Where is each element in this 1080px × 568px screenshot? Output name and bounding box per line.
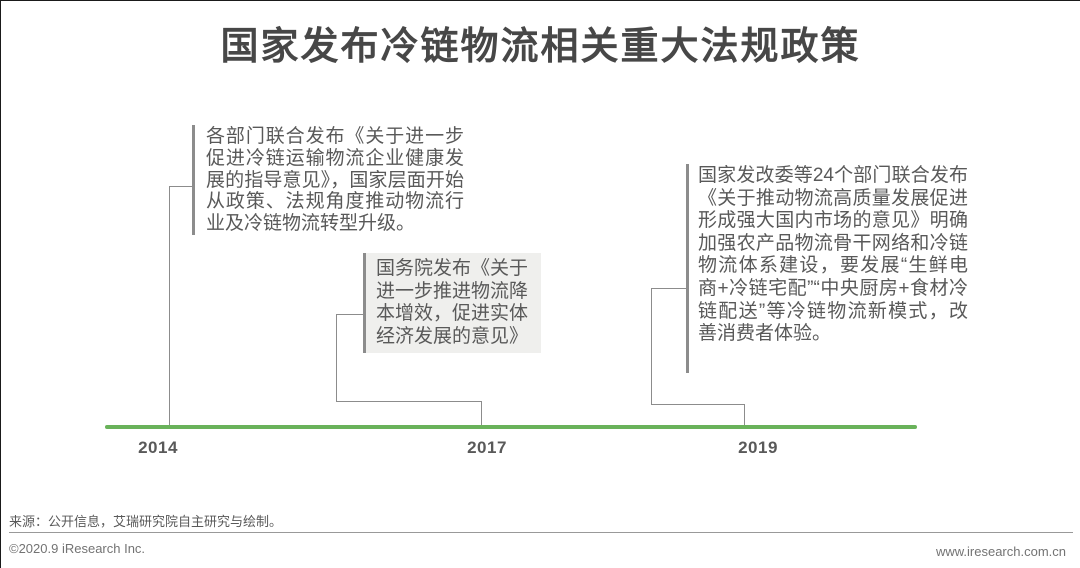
connector-2014-stub xyxy=(169,186,192,187)
source-note: 来源：公开信息，艾瑞研究院自主研究与绘制。 xyxy=(9,514,283,529)
event-2019-description: 国家发改委等24个部门联合发布《关于推动物流高质量发展促进形成强大国内市场的意见… xyxy=(698,165,968,345)
connector-2017-drop-1 xyxy=(336,314,337,402)
year-label-2017: 2017 xyxy=(467,438,507,457)
copyright-text: ©2020.9 iResearch Inc. xyxy=(9,541,146,556)
page-title: 国家发布冷链物流相关重大法规政策 xyxy=(220,26,861,68)
connector-2019-run xyxy=(651,404,745,405)
footer-divider xyxy=(9,532,1073,533)
event-2017-box: 国务院发布《关于进一步推进物流降本增效，促进实体经济发展的意见》 xyxy=(363,253,541,353)
website-link[interactable]: www.iresearch.com.cn xyxy=(935,544,1066,559)
connector-2019-drop-2 xyxy=(744,404,745,428)
connector-2014-line xyxy=(169,186,170,428)
connector-2017-drop-2 xyxy=(481,401,482,428)
connector-2017-stub xyxy=(336,314,363,315)
connector-2019-drop-1 xyxy=(651,288,652,405)
year-label-2014: 2014 xyxy=(138,438,178,457)
event-2014-accent-bar xyxy=(192,125,195,235)
connector-2017-run xyxy=(336,401,482,402)
connector-2019-stub xyxy=(651,288,686,289)
event-2019-accent-bar xyxy=(686,164,689,373)
event-2014-description: 各部门联合发布《关于进一步促进冷链运输物流企业健康发展的指导意见》，国家层面开始… xyxy=(206,126,464,235)
year-label-2019: 2019 xyxy=(738,438,778,457)
timeline-axis xyxy=(105,425,917,429)
